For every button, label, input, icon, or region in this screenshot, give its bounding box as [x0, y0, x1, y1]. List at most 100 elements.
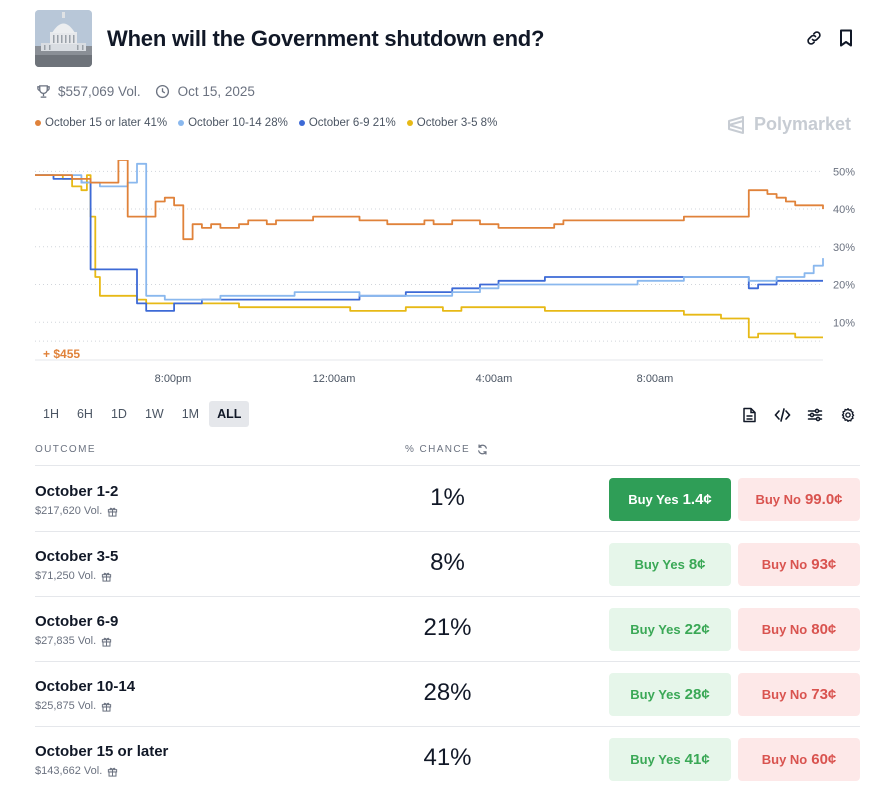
volume-change-annotation: + $455	[43, 347, 80, 361]
range-6h-button[interactable]: 6H	[76, 407, 93, 421]
series-line	[35, 174, 823, 312]
y-tick-label: 20%	[833, 280, 855, 292]
end-date: Oct 15, 2025	[177, 83, 255, 99]
buy-yes-price: 41¢	[684, 751, 710, 768]
range-all-button[interactable]: ALL	[209, 401, 250, 427]
link-icon[interactable]	[803, 27, 825, 49]
outcome-volume: $217,620 Vol.	[35, 505, 118, 517]
chart-tools	[738, 404, 870, 426]
outcome-name: October 1-2	[35, 483, 119, 500]
buy-yes-price: 28¢	[684, 686, 710, 703]
outcome-name: October 6-9	[35, 613, 119, 630]
gift-icon	[101, 701, 112, 712]
outcome-volume: $27,835 Vol.	[35, 635, 112, 647]
outcome-chance: 8%	[430, 549, 465, 576]
buy-yes-button[interactable]: Buy Yes 1.4¢	[609, 478, 731, 521]
series-line	[35, 162, 824, 301]
buy-no-label: Buy No	[755, 492, 801, 507]
x-tick-label: 4:00am	[476, 373, 513, 385]
buy-no-button[interactable]: Buy No 60¢	[738, 738, 860, 781]
range-1d-button[interactable]: 1D	[110, 407, 127, 421]
buy-no-price: 80¢	[811, 621, 837, 638]
bookmark-icon[interactable]	[835, 27, 857, 49]
outcome-row[interactable]: October 10-14 $25,875 Vol. 28% Buy Yes 28…	[35, 662, 860, 727]
market-meta: $557,069 Vol. Oct 15, 2025	[35, 81, 255, 101]
buy-no-price: 93¢	[811, 556, 837, 573]
gift-icon	[107, 506, 118, 517]
buy-no-label: Buy No	[761, 557, 808, 572]
range-1h-button[interactable]: 1H	[43, 407, 59, 421]
buy-no-label: Buy No	[761, 622, 808, 637]
outcome-chance: 1%	[430, 484, 465, 511]
settings-gear-icon[interactable]	[837, 404, 859, 426]
x-tick-label: 12:00am	[313, 373, 356, 385]
outcome-volume: $143,662 Vol.	[35, 765, 118, 777]
outcome-volume-text: $25,875 Vol.	[35, 700, 97, 712]
gift-icon	[101, 636, 112, 647]
outcome-chance: 21%	[423, 614, 472, 641]
buy-yes-label: Buy Yes	[630, 752, 681, 767]
range-1w-button[interactable]: 1W	[144, 407, 164, 421]
volume-text: $557,069 Vol.	[58, 83, 141, 99]
outcome-volume: $71,250 Vol.	[35, 570, 112, 582]
legend-item: October 6-9 21%	[298, 117, 396, 129]
document-icon[interactable]	[738, 404, 760, 426]
legend-label: October 15 or later 41%	[45, 117, 168, 129]
legend-dot	[35, 120, 41, 126]
trophy-icon	[35, 83, 51, 99]
buy-yes-label: Buy Yes	[630, 687, 681, 702]
buy-no-button[interactable]: Buy No 99.0¢	[738, 478, 860, 521]
page-title: When will the Government shutdown end?	[107, 26, 545, 51]
y-tick-label: 50%	[833, 166, 855, 178]
chance-column-label: % CHANCE	[405, 444, 471, 455]
y-tick-label: 10%	[833, 317, 855, 329]
outcome-chance: 41%	[423, 744, 472, 771]
legend-label: October 3-5 8%	[416, 117, 498, 129]
buy-no-button[interactable]: Buy No 93¢	[738, 543, 860, 586]
buy-yes-price: 1.4¢	[682, 491, 712, 508]
legend-label: October 6-9 21%	[308, 117, 396, 129]
buy-yes-button[interactable]: Buy Yes 41¢	[609, 738, 731, 781]
sliders-icon[interactable]	[804, 404, 826, 426]
clock-icon	[155, 83, 171, 99]
buy-yes-button[interactable]: Buy Yes 28¢	[609, 673, 731, 716]
buy-yes-label: Buy Yes	[630, 622, 681, 637]
buy-yes-label: Buy Yes	[628, 492, 679, 507]
embed-code-icon[interactable]	[771, 404, 793, 426]
price-chart[interactable]: 50% 40% 30% 20% 10% 8:00pm 12:00am 4:00am 8:00am…	[0, 160, 877, 390]
outcome-chance: 28%	[423, 679, 472, 706]
buy-yes-price: 22¢	[684, 621, 710, 638]
legend-dot	[406, 120, 413, 126]
x-tick-label: 8:00pm	[155, 373, 192, 385]
gift-icon	[107, 766, 118, 777]
buy-no-button[interactable]: Buy No 73¢	[738, 673, 860, 716]
legend-label: October 10-14 28%	[188, 117, 288, 129]
buy-yes-price: 8¢	[688, 556, 706, 573]
buy-no-label: Buy No	[761, 752, 808, 767]
buy-no-price: 60¢	[811, 751, 837, 768]
outcome-row[interactable]: October 1-2 $217,620 Vol. 1% Buy Yes 1.4¢…	[35, 467, 860, 532]
outcome-row[interactable]: October 3-5 $71,250 Vol. 8% Buy Yes 8¢ Bu…	[35, 532, 860, 597]
market-header: When will the Government shutdown end?	[35, 10, 860, 68]
series-line	[35, 174, 823, 339]
legend-item: October 3-5 8%	[406, 117, 498, 129]
refresh-icon[interactable]	[477, 444, 488, 455]
brand-name: Polymarket	[754, 114, 852, 134]
buy-no-button[interactable]: Buy No 80¢	[738, 608, 860, 651]
range-1m-button[interactable]: 1M	[181, 407, 200, 421]
time-range-selector: 1H 6H 1D 1W 1M ALL	[35, 401, 251, 427]
buy-yes-button[interactable]: Buy Yes 8¢	[609, 543, 731, 586]
polymarket-watermark: Polymarket	[726, 114, 851, 135]
series-line	[35, 160, 824, 241]
capitol-thumbnail	[35, 10, 92, 67]
legend-dot	[298, 120, 305, 126]
outcome-volume-text: $27,835 Vol.	[35, 635, 97, 647]
outcome-row[interactable]: October 15 or later $143,662 Vol. 41% Bu…	[35, 727, 860, 792]
legend-item: October 10-14 28%	[178, 117, 288, 129]
outcome-volume-text: $143,662 Vol.	[35, 765, 103, 777]
outcome-row[interactable]: October 6-9 $27,835 Vol. 21% Buy Yes 22¢ …	[35, 597, 860, 662]
outcome-name: October 3-5	[35, 548, 119, 565]
y-tick-label: 40%	[833, 204, 855, 216]
buy-yes-button[interactable]: Buy Yes 22¢	[609, 608, 731, 651]
outcome-name: October 10-14	[35, 678, 136, 695]
